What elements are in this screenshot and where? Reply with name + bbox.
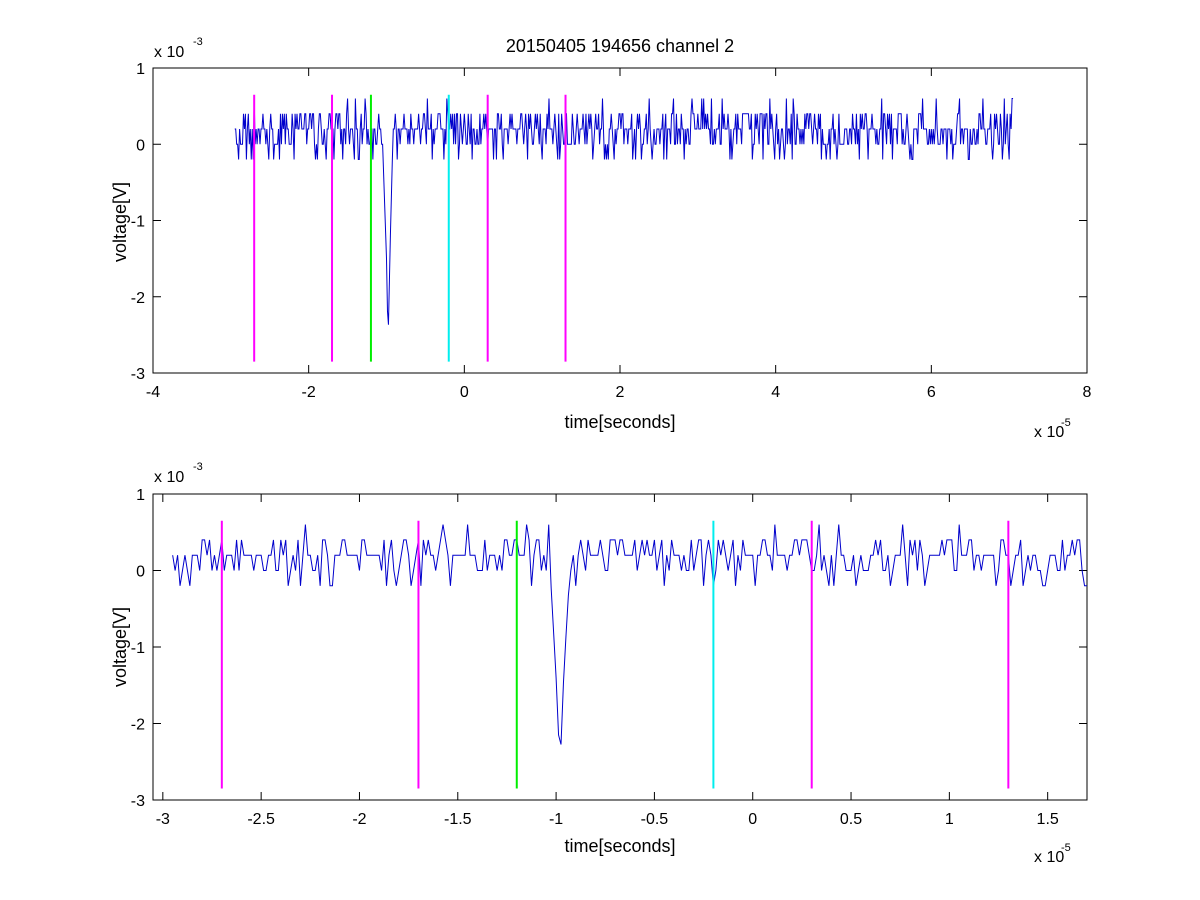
bottom-chart: time[seconds] voltage[V] x 10 -5 x 10 -3…	[110, 461, 1088, 866]
y-tick-label: -2	[131, 717, 145, 734]
y-axis-label: voltage[V]	[110, 182, 130, 262]
x-tick-label: -1	[549, 811, 563, 828]
top-chart: 20150405 194656 channel 2 time[seconds] …	[110, 36, 1092, 441]
x-exponent-power: -5	[1061, 842, 1071, 854]
x-axis-label: time[seconds]	[564, 836, 675, 856]
y-tick-label: -1	[131, 214, 145, 231]
y-exponent-power: -3	[193, 36, 203, 48]
x-tick-label: 8	[1083, 384, 1092, 401]
x-tick-label: 1.5	[1037, 811, 1059, 828]
x-tick-label: -2.5	[247, 811, 275, 828]
x-exponent-base: x 10	[1034, 849, 1064, 866]
y-tick-label: 1	[136, 61, 145, 78]
y-tick-label: -3	[131, 366, 145, 383]
x-tick-label: 6	[927, 384, 936, 401]
y-exponent-label: x 10 -3	[154, 36, 203, 61]
y-tick-label: -2	[131, 290, 145, 307]
y-exponent-label: x 10 -3	[154, 461, 203, 486]
signal-series-line	[172, 524, 1087, 745]
x-axis-label: time[seconds]	[564, 412, 675, 432]
y-tick-label: 0	[136, 137, 145, 154]
x-exponent-label: x 10 -5	[1034, 842, 1071, 866]
x-tick-label: -0.5	[641, 811, 669, 828]
x-exponent-power: -5	[1061, 417, 1071, 429]
chart-title: 20150405 194656 channel 2	[506, 36, 734, 56]
x-tick-label: 4	[771, 384, 780, 401]
x-tick-label: -2	[352, 811, 366, 828]
x-tick-label: -1.5	[444, 811, 472, 828]
x-tick-label: 0	[460, 384, 469, 401]
x-tick-label: 2	[616, 384, 625, 401]
x-tick-label: -3	[156, 811, 170, 828]
y-tick-label: 0	[136, 564, 145, 581]
x-exponent-base: x 10	[1034, 424, 1064, 441]
x-tick-label: 0	[748, 811, 757, 828]
y-tick-label: 1	[136, 487, 145, 504]
y-exponent-base: x 10	[154, 44, 184, 61]
x-tick-label: 1	[945, 811, 954, 828]
signal-series-line	[234, 98, 1014, 325]
x-tick-label: -2	[302, 384, 316, 401]
x-tick-label: -4	[146, 384, 160, 401]
x-exponent-label: x 10 -5	[1034, 417, 1071, 441]
y-tick-label: -3	[131, 793, 145, 810]
y-exponent-base: x 10	[154, 469, 184, 486]
y-exponent-power: -3	[193, 461, 203, 473]
y-tick-label: -1	[131, 640, 145, 657]
y-axis-label: voltage[V]	[110, 607, 130, 687]
x-tick-label: 0.5	[840, 811, 862, 828]
